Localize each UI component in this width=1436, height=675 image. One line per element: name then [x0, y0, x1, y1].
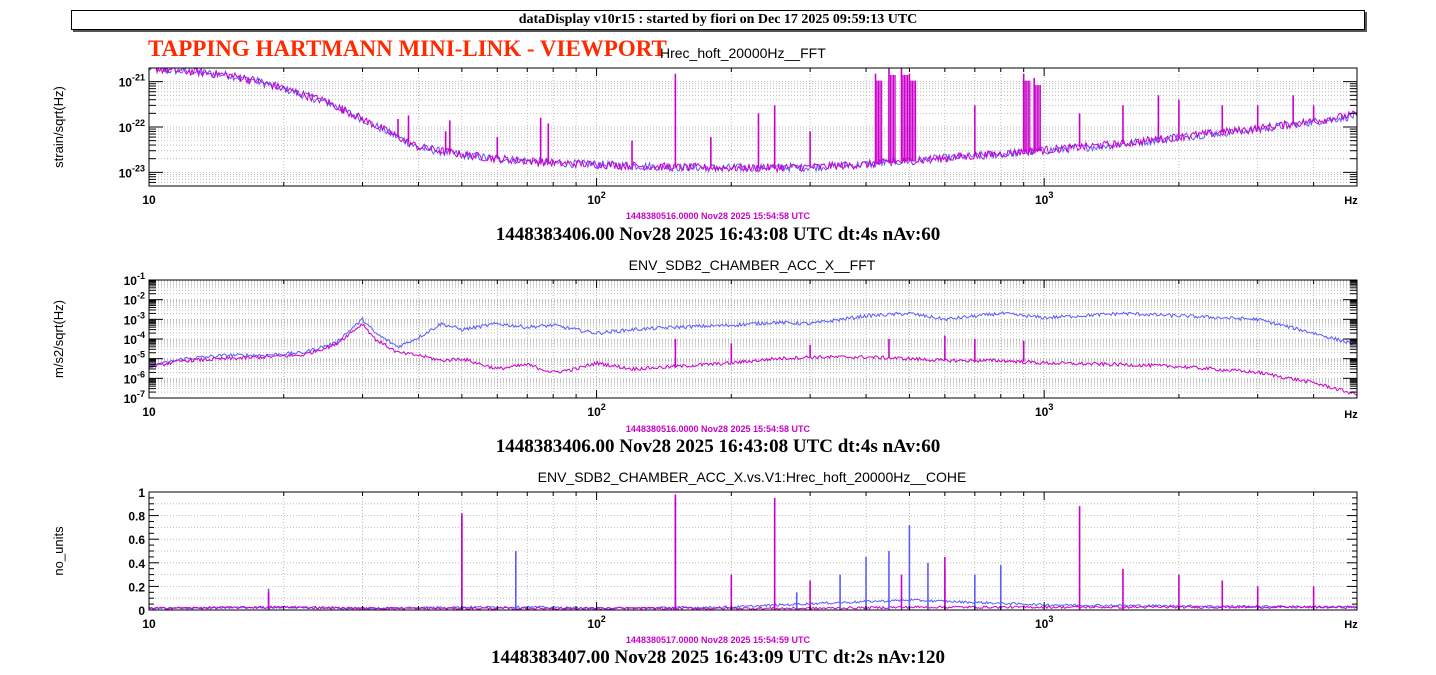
grid [148, 491, 1358, 611]
y-tick-label: 10-23 [119, 163, 145, 180]
traces [149, 310, 1357, 396]
y-tick-label: 10-22 [119, 118, 145, 135]
y-tick-label: 10-21 [119, 73, 145, 90]
timestamp-small: 1448380516.0000 Nov28 2025 15:54:58 UTC [626, 211, 811, 221]
y-tick-label: 1 [138, 486, 145, 500]
grid [148, 279, 1358, 399]
y-tick-label: 10-5 [124, 350, 145, 367]
x-axis-unit: Hz [1344, 619, 1358, 631]
page-heading: TAPPING HARTMANN MINI-LINK - VIEWPORT [148, 36, 667, 61]
series-line [149, 310, 1357, 369]
series-line [149, 323, 1357, 396]
window-title-bar: dataDisplay v10r15 : started by fiori on… [71, 10, 1365, 30]
y-tick-label: 10-4 [124, 330, 145, 347]
y-tick-label: 0.8 [128, 510, 145, 524]
traces [149, 494, 1357, 610]
y-tick-label: 0.6 [128, 533, 145, 547]
y-tick-label: 10-2 [124, 291, 145, 308]
timestamp-main: 1448383407.00 Nov28 2025 16:43:09 UTC dt… [491, 647, 945, 668]
y-ticks [149, 491, 1357, 611]
y-ticks [149, 67, 1357, 187]
plot-title: ENV_SDB2_CHAMBER_ACC_X.vs.V1:Hrec_hoft_2… [538, 469, 967, 485]
plot-panel-1: 10 102 103 Hz 10-21 10-22 10-23 strain/sqrt(Hz)… [51, 45, 1358, 245]
x-tick-label: 102 [587, 190, 605, 207]
y-tick-label: 10-7 [124, 389, 145, 406]
traces [149, 68, 1357, 174]
y-axis-label: strain/sqrt(Hz) [51, 86, 66, 168]
plot-title: Hrec_hoft_20000Hz__FFT [660, 45, 826, 61]
y-tick-label: 0.4 [128, 557, 145, 571]
plot-panel-2: 10 102 103 Hz 10-1 10-2 10-3 10-4 10-5 10-6 10-7 m/… [51, 257, 1358, 457]
x-tick-label: 10 [142, 405, 156, 419]
x-tick-label: 102 [587, 614, 605, 631]
x-ticks [148, 492, 1358, 610]
y-ticks [149, 279, 1357, 399]
grid [148, 67, 1358, 187]
x-tick-label: 10 [142, 193, 156, 207]
series-line [150, 68, 1357, 174]
x-tick-label: 102 [587, 402, 605, 419]
y-axis-label: no_units [51, 526, 66, 576]
x-axis-unit: Hz [1344, 409, 1358, 421]
timestamp-small: 1448380517.0000 Nov28 2025 15:54:59 UTC [626, 635, 811, 645]
y-tick-label: 10-3 [124, 310, 145, 327]
x-tick-label: 103 [1035, 402, 1053, 419]
plot-title: ENV_SDB2_CHAMBER_ACC_X__FFT [629, 257, 876, 273]
x-ticks [148, 280, 1358, 398]
x-tick-label: 103 [1035, 614, 1053, 631]
y-tick-label: 0 [138, 604, 145, 618]
timestamp-small: 1448380516.0000 Nov28 2025 15:54:58 UTC [626, 424, 811, 434]
x-axis-unit: Hz [1344, 195, 1358, 207]
timestamp-main: 1448383406.00 Nov28 2025 16:43:08 UTC dt… [496, 224, 941, 245]
x-tick-label: 103 [1035, 190, 1053, 207]
y-axis-label: m/s2/sqrt(Hz) [51, 300, 66, 378]
x-ticks [148, 68, 1358, 186]
plot-panel-3: 10 102 103 Hz 1 0.8 0.6 0.4 0.2 0 no_units ENV_SDB2… [51, 469, 1358, 668]
y-tick-label: 10-1 [124, 271, 145, 288]
series-line [149, 605, 1357, 610]
y-tick-label: 0.2 [128, 580, 145, 594]
timestamp-main: 1448383406.00 Nov28 2025 16:43:08 UTC dt… [496, 436, 941, 457]
series-line [149, 68, 1357, 174]
y-tick-label: 10-6 [124, 369, 145, 386]
x-tick-label: 10 [142, 617, 156, 631]
